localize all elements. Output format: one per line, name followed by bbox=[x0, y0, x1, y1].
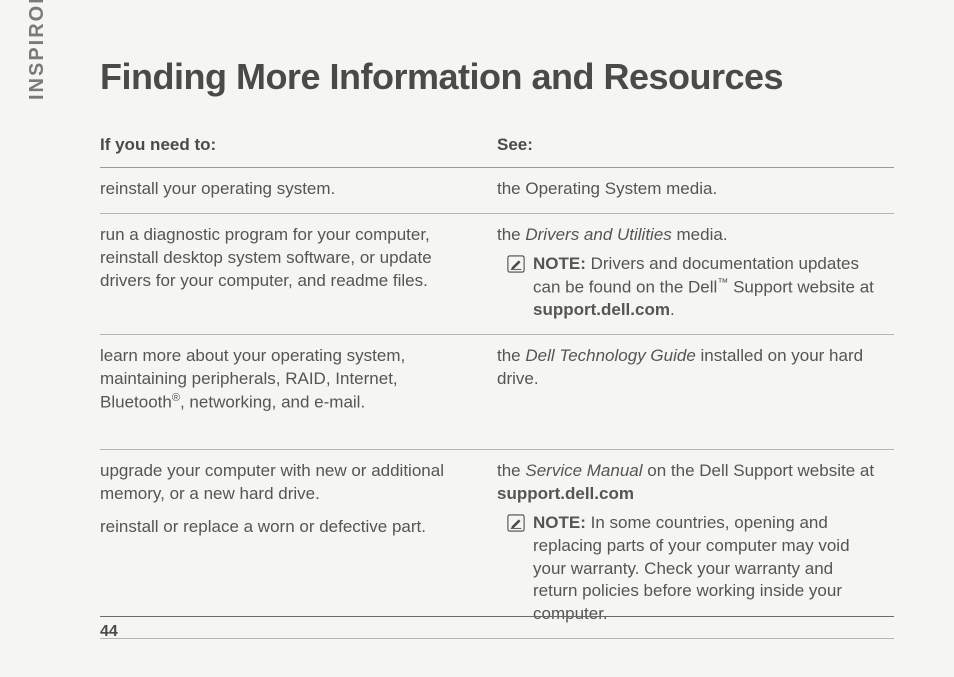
see-cell: the Operating System media. bbox=[497, 167, 894, 213]
need-cell: upgrade your computer with new or additi… bbox=[100, 449, 497, 639]
page-footer: 44 bbox=[100, 616, 894, 641]
need-text: , networking, and e-mail. bbox=[180, 393, 365, 412]
page-number: 44 bbox=[100, 623, 118, 640]
see-cell: the Service Manual on the Dell Support w… bbox=[497, 449, 894, 639]
see-prefix: the bbox=[497, 225, 525, 244]
table-row: learn more about your operating system, … bbox=[100, 335, 894, 449]
see-prefix: the bbox=[497, 461, 525, 480]
tm-symbol: ™ bbox=[717, 277, 728, 289]
note-text: NOTE: In some countries, opening and rep… bbox=[533, 512, 876, 627]
page-title: Finding More Information and Resources bbox=[100, 56, 894, 98]
note-text: NOTE: Drivers and documentation updates … bbox=[533, 253, 876, 322]
note-body: . bbox=[670, 300, 675, 319]
note-url: support.dell.com bbox=[533, 300, 670, 319]
note-body: Support website at bbox=[728, 277, 874, 296]
page-content: Finding More Information and Resources I… bbox=[100, 0, 894, 639]
pencil-note-icon bbox=[507, 514, 525, 532]
see-url: support.dell.com bbox=[497, 484, 634, 503]
col-header-see: See: bbox=[497, 128, 894, 167]
see-cell: the Dell Technology Guide installed on y… bbox=[497, 335, 894, 449]
see-suffix: media. bbox=[672, 225, 728, 244]
need-line: upgrade your computer with new or additi… bbox=[100, 460, 479, 506]
note-block: NOTE: In some countries, opening and rep… bbox=[507, 512, 876, 627]
info-table: If you need to: See: reinstall your oper… bbox=[100, 128, 894, 639]
product-side-label: INSPIRON bbox=[26, 0, 49, 100]
table-row: reinstall your operating system. the Ope… bbox=[100, 167, 894, 213]
see-italic: Drivers and Utilities bbox=[525, 225, 671, 244]
col-header-need: If you need to: bbox=[100, 128, 497, 167]
pencil-note-icon bbox=[507, 255, 525, 273]
see-prefix: the bbox=[497, 346, 525, 365]
table-row: upgrade your computer with new or additi… bbox=[100, 449, 894, 639]
note-label: NOTE: bbox=[533, 513, 586, 532]
note-block: NOTE: Drivers and documentation updates … bbox=[507, 253, 876, 322]
need-cell: reinstall your operating system. bbox=[100, 167, 497, 213]
table-row: run a diagnostic program for your comput… bbox=[100, 213, 894, 334]
need-cell: learn more about your operating system, … bbox=[100, 335, 497, 449]
see-italic: Dell Technology Guide bbox=[525, 346, 695, 365]
see-italic: Service Manual bbox=[525, 461, 642, 480]
note-label: NOTE: bbox=[533, 254, 586, 273]
need-cell: run a diagnostic program for your comput… bbox=[100, 213, 497, 334]
reg-symbol: ® bbox=[172, 392, 180, 404]
see-cell: the Drivers and Utilities media. NOTE: D… bbox=[497, 213, 894, 334]
see-suffix: on the Dell Support website at bbox=[643, 461, 875, 480]
need-line: reinstall or replace a worn or defective… bbox=[100, 516, 479, 539]
